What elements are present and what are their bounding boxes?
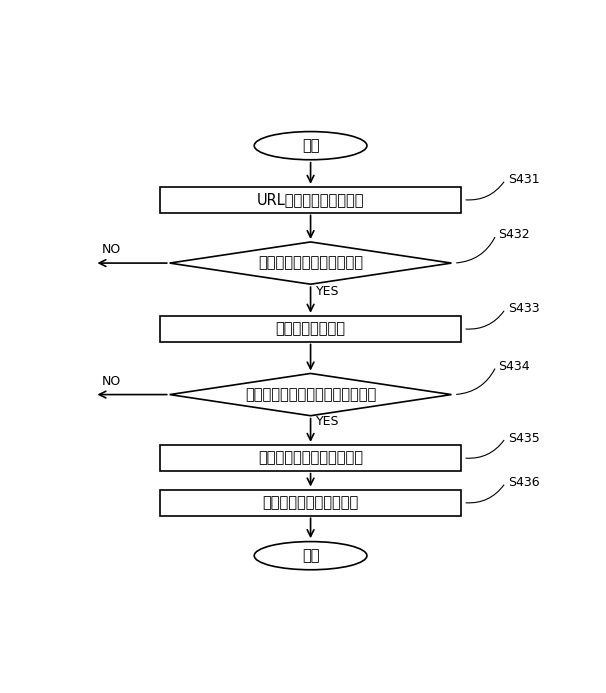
Bar: [160, 445, 461, 471]
Text: YES: YES: [316, 285, 340, 297]
Text: ユーザパラメータを含む？: ユーザパラメータを含む？: [258, 256, 363, 270]
Text: S432: S432: [498, 229, 530, 241]
Ellipse shape: [255, 132, 367, 160]
Text: S433: S433: [508, 302, 539, 315]
Text: NO: NO: [102, 374, 121, 387]
Bar: [160, 316, 461, 342]
Text: S431: S431: [508, 173, 539, 186]
Text: URLコンテキストの抽出: URLコンテキストの抽出: [257, 192, 364, 207]
Text: 開始: 開始: [302, 138, 319, 153]
Text: S436: S436: [508, 476, 539, 489]
Polygon shape: [170, 374, 451, 416]
Text: キーワードが記憶部に格納済み？: キーワードが記憶部に格納済み？: [245, 387, 376, 402]
Text: キーワードの抽出: キーワードの抽出: [276, 322, 345, 336]
Bar: [160, 186, 461, 213]
Text: YES: YES: [316, 415, 340, 428]
Ellipse shape: [255, 542, 367, 570]
Bar: [160, 490, 461, 516]
Text: 抽出結果を記憶部に格納: 抽出結果を記憶部に格納: [262, 495, 359, 510]
Text: NO: NO: [102, 243, 121, 256]
Text: S435: S435: [508, 432, 539, 444]
Polygon shape: [170, 242, 451, 284]
Text: 終了: 終了: [302, 548, 319, 563]
Text: S434: S434: [498, 360, 530, 373]
Text: カウンタをインクリメント: カウンタをインクリメント: [258, 450, 363, 466]
